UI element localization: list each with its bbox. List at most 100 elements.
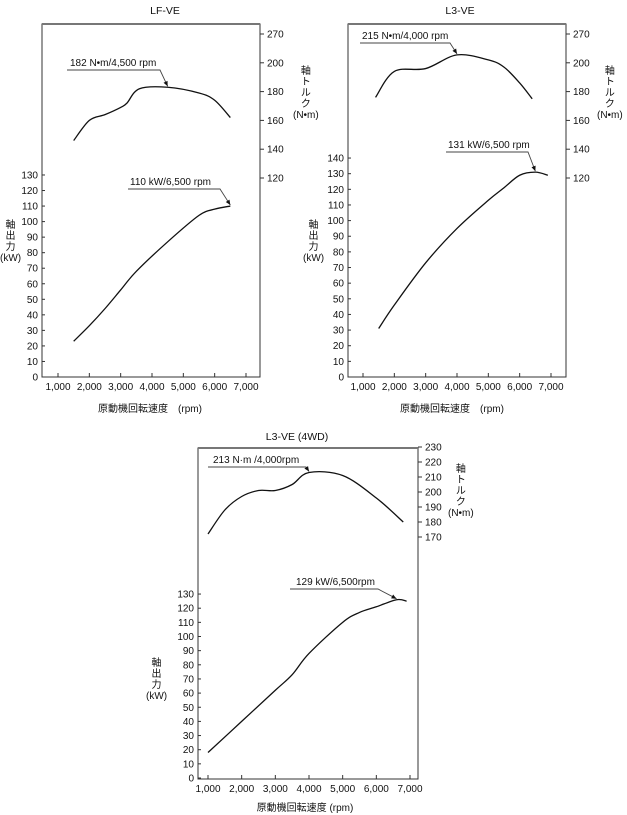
axis-title-char: 力 (5, 242, 16, 253)
y-right-tick-label: 190 (425, 503, 442, 514)
x-axis-title: 原動機回転速度 (rpm) (98, 404, 202, 415)
x-tick-label: 6,000 (507, 382, 532, 393)
x-tick-label: 7,000 (397, 784, 422, 795)
y-left-tick-label: 130 (21, 170, 38, 181)
axis-title-char: ル (300, 88, 311, 99)
axis-title-char: ル (455, 486, 466, 497)
axis-title-char: ト (300, 77, 311, 88)
axis-title-char: ク (300, 99, 311, 110)
torque-curve (73, 86, 231, 141)
x-tick-label: 2,000 (382, 382, 407, 393)
y-right-tick-label: 270 (267, 30, 284, 41)
y-left-tick-label: 20 (27, 341, 39, 352)
x-tick-label: 3,000 (108, 382, 133, 393)
annotation-arrowhead (452, 48, 457, 54)
y-right-tick-label: 180 (425, 518, 442, 529)
y-right-tick-label: 200 (267, 58, 284, 69)
axis-title-char: ク (604, 99, 615, 110)
y-left-tick-label: 120 (327, 185, 344, 196)
y-left-tick-label: 50 (333, 294, 345, 305)
y-left-tick-label: 0 (188, 774, 194, 785)
y-right-tick-label: 140 (267, 145, 284, 156)
x-tick-label: 5,000 (330, 784, 355, 795)
y-left-tick-label: 100 (177, 632, 194, 643)
axis-title-char: 軸 (455, 464, 466, 475)
annotation-label: 182 N•m/4,500 rpm (70, 58, 156, 69)
annotation-leader (360, 42, 458, 55)
x-tick-label: 5,000 (171, 382, 196, 393)
annotation-arrowhead (304, 466, 309, 472)
y-left-tick-label: 120 (21, 186, 38, 197)
y-left-tick-label: 30 (27, 326, 39, 337)
y-left-tick-label: 40 (333, 310, 345, 321)
y-left-tick-label: 80 (333, 247, 345, 258)
y-left-tick-label: 120 (177, 604, 194, 615)
annotation-label: 213 N·m /4,000rpm (213, 455, 299, 466)
axis-title-char: 力 (308, 242, 319, 253)
x-tick-label: 3,000 (263, 784, 288, 795)
right-axis-title: 軸トルク (N•m) (448, 464, 474, 519)
axis-title-unit: (N•m) (597, 110, 623, 121)
axis-title-char: 軸 (151, 658, 162, 669)
y-left-tick-label: 80 (183, 660, 195, 671)
chart-title: LF-VE (150, 5, 180, 17)
y-left-tick-label: 130 (177, 590, 194, 601)
y-left-tick-label: 110 (328, 200, 344, 211)
y-right-tick-label: 270 (573, 30, 590, 41)
annotation-leader (290, 588, 397, 600)
annotation-label: 215 N•m/4,000 rpm (362, 31, 448, 42)
y-right-tick-label: 180 (267, 87, 284, 98)
y-left-tick-label: 10 (183, 759, 195, 770)
x-tick-label: 1,000 (350, 382, 375, 393)
y-left-tick-label: 90 (333, 232, 345, 243)
y-right-tick-label: 220 (425, 458, 442, 469)
y-left-tick-label: 100 (21, 217, 38, 228)
axis-title-char: 出 (5, 231, 16, 242)
torque-curve (374, 53, 533, 100)
y-left-tick-label: 0 (32, 373, 38, 384)
axis-title-char: 軸 (308, 220, 319, 231)
x-tick-label: 4,000 (139, 382, 164, 393)
chart-title: L3-VE (445, 5, 475, 17)
y-left-tick-label: 30 (333, 326, 345, 337)
chart-2: 1,000 2,000 3,000 4,000 5,000 6,000 7,000 0 10 20… (177, 443, 442, 796)
x-tick-label: 1,000 (195, 784, 220, 795)
y-left-tick-label: 110 (178, 618, 194, 629)
x-tick-label: 1,000 (45, 382, 70, 393)
x-tick-label: 4,000 (296, 784, 321, 795)
y-left-tick-label: 0 (338, 373, 344, 384)
y-right-tick-label: 160 (573, 116, 590, 127)
chart-title: L3-VE (4WD) (265, 431, 329, 443)
x-tick-label: 2,000 (229, 784, 254, 795)
axis-title-char: 力 (151, 680, 162, 691)
chart-0: 1,000 2,000 3,000 4,000 5,000 6,000 7,000 0 10 20… (21, 23, 284, 393)
chart-1: 1,000 2,000 3,000 4,000 5,000 6,000 7,000 0 10 20… (327, 23, 590, 393)
y-right-tick-label: 120 (573, 174, 590, 185)
annotation-arrowhead (225, 199, 231, 206)
axis-title-unit: (kW) (303, 253, 325, 264)
x-tick-label: 3,000 (413, 382, 438, 393)
y-left-tick-label: 100 (327, 216, 344, 227)
axis-title-char: ト (455, 475, 466, 486)
y-left-tick-label: 30 (183, 731, 195, 742)
y-left-tick-label: 90 (27, 233, 39, 244)
torque-curve (207, 471, 404, 535)
axis-title-char: 出 (308, 231, 319, 242)
y-right-tick-label: 210 (425, 473, 442, 484)
annotation-leader (446, 151, 536, 172)
power-curve (73, 205, 231, 342)
x-tick-label: 7,000 (233, 382, 258, 393)
y-right-tick-label: 170 (425, 533, 442, 544)
power-curve (378, 171, 549, 329)
annotation-arrowhead (531, 165, 536, 172)
y-right-tick-label: 180 (573, 87, 590, 98)
power-curve (207, 598, 407, 754)
right-axis-title: 軸トルク (N•m) (597, 66, 623, 121)
axis-title-unit: (kW) (146, 691, 168, 702)
y-left-tick-label: 70 (27, 264, 39, 275)
y-left-tick-label: 40 (183, 717, 195, 728)
annotation-label: 110 kW/6,500 rpm (130, 177, 211, 188)
axis-title-char: 軸 (5, 220, 16, 231)
annotation-label: 129 kW/6,500rpm (296, 577, 375, 588)
